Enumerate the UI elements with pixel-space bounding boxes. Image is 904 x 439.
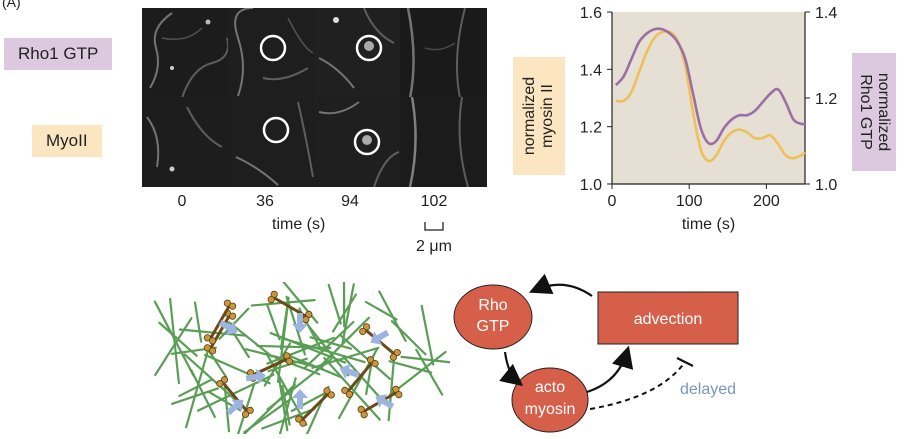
y-left-tick-label-0: 1.0 <box>580 177 602 194</box>
contraction-arrow <box>292 389 308 409</box>
contraction-arrow <box>245 368 266 385</box>
arrow-advection-to-rho <box>528 273 593 297</box>
rho-gtp-node <box>453 284 533 350</box>
actin-filament <box>388 360 433 374</box>
actin-filament <box>341 283 355 344</box>
myosin-motor <box>216 376 254 418</box>
ylabel-right: normalized Rho1 GTP <box>852 53 896 171</box>
actin-filament <box>303 320 355 370</box>
micro-myo-t102 <box>400 97 487 187</box>
y-right-tick-label-1: 1.2 <box>815 91 837 108</box>
myosin-motor <box>267 290 313 324</box>
scale-bar <box>424 222 444 231</box>
x-tick-label-0: 0 <box>608 193 617 210</box>
ylabel-left-text: normalized myosin II <box>521 76 556 156</box>
acto-node-line2: myosin <box>525 401 576 418</box>
y-left-tick-label-3: 1.6 <box>580 5 602 22</box>
time-label-36: 36 <box>256 193 274 210</box>
contraction-arrow <box>375 394 395 410</box>
contraction-arrow <box>226 399 244 416</box>
micro-time-axis-label: time (s) <box>272 216 326 233</box>
actin-filament <box>154 317 193 377</box>
actin-filament <box>266 303 281 341</box>
feedback-loop: Rho GTP acto myosin advection delayed <box>453 273 739 433</box>
actin-filament <box>158 321 198 357</box>
actin-filament <box>153 300 195 378</box>
ylabel-right-text: normalized Rho1 GTP <box>857 72 892 152</box>
actin-filament <box>387 357 396 422</box>
microscopy-grid <box>142 8 488 187</box>
actin-filament <box>388 350 447 397</box>
chart-x-axis-label: time (s) <box>682 216 735 233</box>
contraction-arrow <box>339 363 360 379</box>
actin-filament <box>185 345 211 429</box>
advection-node <box>597 291 739 345</box>
actomyosin-node <box>511 367 589 433</box>
actin-filament <box>256 344 332 349</box>
myoii-label: MyoII <box>32 125 102 157</box>
acto-node-line1: acto <box>535 379 565 396</box>
micro-myo-t94 <box>314 97 401 187</box>
myosin-motor <box>203 299 237 345</box>
delayed-inhibition-arrow <box>589 361 686 410</box>
time-label-102: 102 <box>420 193 448 210</box>
micro-rho-t94 <box>314 8 401 98</box>
scale-bar-label: 2 μm <box>416 238 452 255</box>
rho-node-line1: Rho <box>478 297 507 314</box>
actin-filament <box>415 348 444 396</box>
time-label-94: 94 <box>341 193 359 210</box>
y-left-tick-label-2: 1.4 <box>580 62 602 79</box>
actin-filament <box>289 355 343 379</box>
time-label-0: 0 <box>177 193 187 210</box>
delayed-label: delayed <box>680 381 736 398</box>
actin-filament <box>309 336 353 350</box>
actin-filament <box>281 384 291 426</box>
contraction-arrow <box>218 319 238 335</box>
actin-filament <box>242 383 296 434</box>
line-chart: 0 100 200 1.0 1.2 1.4 1.6 1.0 1.2 1.4 time (s) <box>580 5 838 233</box>
contraction-arrow <box>370 329 390 345</box>
plot-area <box>612 12 805 184</box>
y-left-tick-label-1: 1.2 <box>580 120 602 137</box>
actin-filament <box>378 290 407 342</box>
y-right-tick-label-2: 1.4 <box>815 5 837 22</box>
arrow-rho-to-acto <box>499 351 524 387</box>
actin-filament <box>276 301 290 383</box>
series-myosin-line <box>615 29 806 163</box>
series-rho-line <box>614 27 806 146</box>
actin-filament <box>400 355 450 364</box>
actin-filament <box>315 316 371 372</box>
actomyosin-network <box>153 282 450 434</box>
x-tick-label-2: 200 <box>753 193 780 210</box>
rho1-gtp-label: Rho1 GTP <box>4 38 113 70</box>
contraction-arrow <box>292 313 308 333</box>
actin-filament <box>339 333 392 381</box>
actin-filament <box>266 336 335 365</box>
myosin-motor <box>295 387 335 427</box>
x-tick-label-1: 100 <box>676 193 703 210</box>
rho-node-line2: GTP <box>477 318 510 335</box>
y-right-tick-label-0: 1.0 <box>815 177 837 194</box>
micro-rho-t102 <box>400 8 487 98</box>
actin-filament <box>323 356 381 421</box>
actin-filament <box>228 321 274 358</box>
actin-filament <box>331 293 358 333</box>
panel-label: (A) <box>2 0 21 10</box>
micro-rho-t36 <box>228 8 315 98</box>
advection-label: advection <box>634 311 703 328</box>
micro-myo-t36 <box>228 97 315 187</box>
micro-myo-t0 <box>142 97 229 187</box>
actin-filament <box>193 301 203 343</box>
actin-filament <box>420 304 435 366</box>
arrow-acto-to-advection <box>586 345 634 394</box>
actin-filament <box>390 320 427 356</box>
actin-filament <box>178 378 213 398</box>
inhibition-bar <box>676 357 694 367</box>
micro-rho-t0 <box>142 8 229 98</box>
myosin-motor <box>341 356 379 398</box>
actin-filament <box>327 283 342 325</box>
